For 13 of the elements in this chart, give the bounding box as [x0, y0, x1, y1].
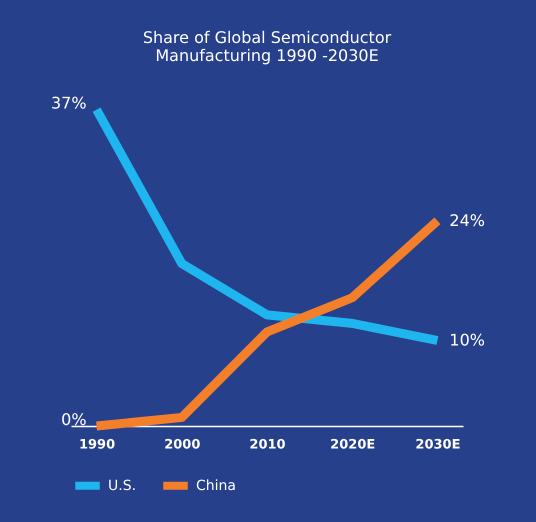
x-tick-label: 2020E [330, 438, 376, 452]
legend-label: China [196, 478, 236, 494]
data-label: 0% [61, 410, 87, 429]
text: Share of Global Semiconductor [142, 28, 392, 47]
x-tick-label: 2000 [164, 438, 200, 452]
x-tick-label: 1990 [78, 438, 116, 452]
data-label: 10% [449, 330, 485, 350]
data-label: 37% [51, 94, 87, 113]
text: Manufacturing 1990 -2030E [155, 46, 379, 65]
legend-label: U.S. [108, 478, 136, 494]
x-tick-label: 2030E [415, 438, 460, 452]
data-label: 24% [449, 210, 485, 230]
x-tick-label: 2010 [249, 438, 286, 452]
